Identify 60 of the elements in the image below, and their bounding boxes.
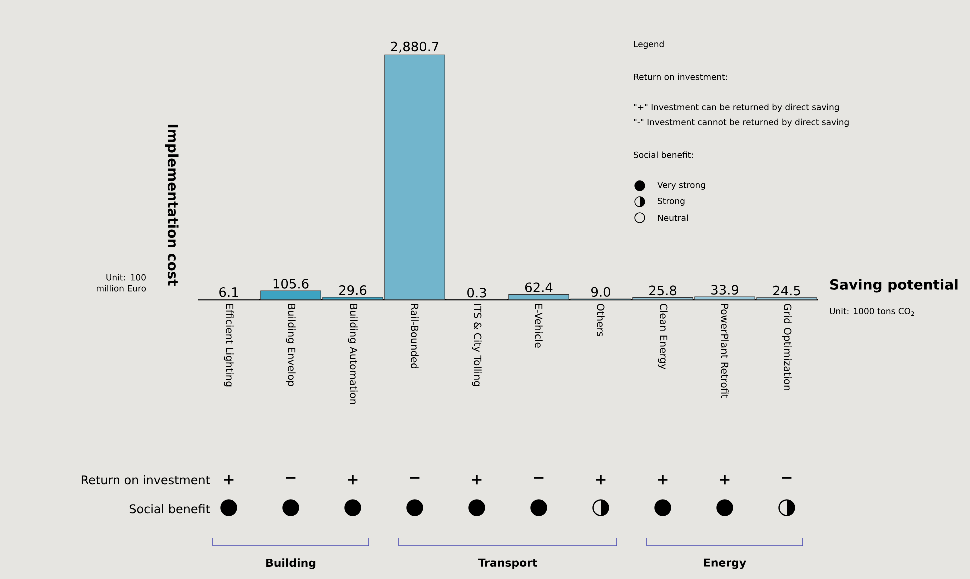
annotation: ◑: [634, 196, 646, 208]
text: ●: [716, 500, 734, 516]
annotation: Neutral: [658, 214, 688, 222]
text: −: [286, 477, 296, 479]
x-tick-label: Others: [597, 304, 605, 336]
x-tick-label: ITS & City Tolling: [472, 304, 482, 386]
text: ◑: [778, 500, 796, 516]
text: Building: [266, 558, 316, 570]
data-label: 29.6: [340, 285, 367, 296]
x-tick-label: E-Vehicle: [535, 304, 543, 348]
data-label: 6.1: [220, 287, 238, 298]
x-axis-title: Saving potential: [830, 279, 958, 293]
annotation: Strong: [658, 198, 685, 206]
y-axis-title: Implementation cost: [165, 124, 179, 286]
text: Unit: 1000 tons CO$_{2}$: [830, 308, 914, 316]
text: Unit: 100 million Euro: [97, 274, 146, 292]
data-label: 25.8: [650, 286, 677, 296]
text: Return on investment: [82, 475, 210, 485]
text: ●: [406, 500, 424, 516]
x-tick-label: Efficient Lighting: [224, 304, 234, 387]
annotation: Social benefit:: [634, 152, 693, 158]
data-label: 105.6: [274, 279, 309, 289]
text: −: [410, 477, 420, 479]
text: −: [534, 477, 544, 479]
text: ●: [654, 500, 672, 516]
x-tick-label: PowerPlant Retrofit: [721, 304, 729, 398]
text: +: [472, 475, 482, 485]
text: ●: [468, 500, 486, 516]
data-label: 9.0: [592, 287, 610, 298]
text: +: [658, 475, 668, 485]
annotation: "-" Investment cannot be returned by direct saving: [634, 118, 849, 128]
text: +: [596, 475, 606, 485]
text: Legend: [634, 40, 664, 50]
data-label: 24.5: [774, 286, 800, 296]
x-tick-label: Grid Optimization: [782, 304, 792, 390]
data-label: 33.9: [712, 285, 739, 295]
text: Energy: [704, 558, 746, 570]
text: +: [348, 475, 358, 485]
text: ●: [344, 500, 362, 516]
annotation: ●: [634, 180, 646, 192]
text: ◑: [592, 500, 610, 516]
annotation: ○: [634, 212, 646, 224]
annotation: Return on investment:: [634, 74, 728, 80]
data-label: 2,880.7: [391, 42, 439, 53]
x-tick-label: Building Automation: [348, 304, 358, 404]
text: Social benefit: [130, 504, 210, 514]
x-tick-label: Rail-Bounded: [411, 304, 419, 369]
text: +: [720, 475, 730, 485]
text: ●: [530, 500, 548, 516]
text: Transport: [478, 558, 538, 570]
data-label: 62.4: [526, 282, 553, 292]
x-tick-label: Building Envelop: [286, 304, 296, 386]
text: ●: [220, 500, 238, 516]
annotation: Very strong: [658, 182, 706, 190]
text: −: [782, 477, 792, 479]
text: ●: [282, 500, 300, 516]
text: +: [224, 475, 234, 485]
annotation: "+" Investment can be returned by direct saving: [634, 104, 840, 112]
data-label: 0.3: [468, 288, 486, 298]
x-tick-label: Clean Energy: [658, 304, 668, 370]
